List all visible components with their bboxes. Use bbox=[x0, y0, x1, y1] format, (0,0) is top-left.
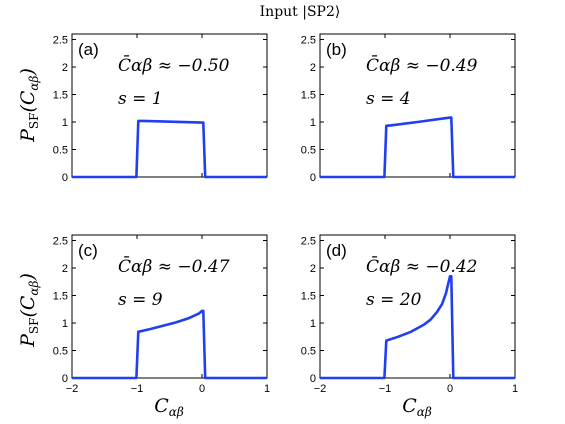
svg-text:Cαβ: Cαβ bbox=[154, 395, 184, 419]
chart-panel: 0 0.5 1 1.5 2 2.5 −2 −1 0 1 (c) C̄αβ ≈ −0.47 s = 9 bbox=[53, 234, 270, 395]
panel-label: (d) bbox=[326, 241, 347, 260]
y-tick-label: 2 bbox=[310, 62, 316, 74]
panel-label: (b) bbox=[326, 40, 347, 59]
annotation-s: s = 4 bbox=[366, 89, 411, 109]
x-axis-label-left: Cαβ bbox=[154, 395, 184, 419]
x-tick-label: −2 bbox=[66, 383, 79, 395]
y-tick-label: 1.5 bbox=[53, 291, 68, 303]
y-tick-label: 1 bbox=[310, 318, 316, 330]
y-label-argsub: αβ bbox=[27, 280, 41, 295]
annotation-mean-correlation: C̄αβ ≈ −0.49 bbox=[366, 54, 478, 76]
svg-text:Cαβ: Cαβ bbox=[402, 395, 432, 419]
chart-panel: 0 0.5 1 1.5 2 2.5 (b) C̄αβ ≈ −0.49 s = 4 bbox=[301, 33, 516, 184]
y-tick-label: 2 bbox=[62, 62, 68, 74]
y-tick-label: 2 bbox=[62, 263, 68, 275]
y-tick-label: 2.5 bbox=[301, 35, 316, 47]
annotation-s: s = 20 bbox=[366, 290, 422, 310]
y-tick-label: 1.5 bbox=[301, 90, 316, 102]
series-line bbox=[320, 274, 515, 380]
annotation-s: s = 1 bbox=[118, 89, 163, 109]
x-tick-label: 1 bbox=[512, 383, 518, 395]
series-line bbox=[72, 119, 267, 179]
svg-text:PSF(Cαβ): PSF(Cαβ) bbox=[17, 273, 41, 348]
chart-panel: 0 0.5 1 1.5 2 2.5 (a) C̄αβ ≈ −0.50 s = 1 bbox=[53, 33, 268, 184]
y-tick-label: 1 bbox=[62, 117, 68, 129]
svg-text:PSF(Cαβ): PSF(Cαβ) bbox=[17, 68, 41, 143]
y-label-main: P bbox=[17, 333, 39, 348]
chart-panel: 0 0.5 1 1.5 2 2.5 −2 −1 0 1 (d) C̄αβ ≈ −0.42 s = 20 bbox=[301, 234, 518, 395]
plot-area bbox=[71, 234, 268, 379]
plot-area bbox=[71, 33, 268, 178]
y-label-close: ) bbox=[17, 68, 39, 76]
y-tick-label: 0.5 bbox=[301, 145, 316, 157]
y-tick-label: 1 bbox=[310, 117, 316, 129]
x-label-main: C bbox=[402, 395, 417, 417]
annotation-mean-correlation: C̄αβ ≈ −0.50 bbox=[118, 54, 230, 76]
y-label-arg: (C bbox=[17, 295, 39, 317]
y-label-sub: SF bbox=[27, 113, 41, 130]
y-tick-label: 0.5 bbox=[301, 346, 316, 358]
panel-label: (c) bbox=[78, 241, 98, 260]
x-label-sub: αβ bbox=[169, 405, 184, 419]
x-tick-label: −2 bbox=[314, 383, 327, 395]
series-line bbox=[320, 116, 515, 179]
x-tick-label: −1 bbox=[131, 383, 144, 395]
x-tick-label: −1 bbox=[379, 383, 392, 395]
y-tick-label: 1.5 bbox=[301, 291, 316, 303]
y-tick-label: 0 bbox=[310, 172, 316, 184]
x-tick-label: 0 bbox=[199, 383, 205, 395]
annotation-s: s = 9 bbox=[118, 290, 163, 310]
x-axis-label-right: Cαβ bbox=[402, 395, 432, 419]
y-tick-label: 0.5 bbox=[53, 346, 68, 358]
y-tick-label: 0 bbox=[62, 172, 68, 184]
figure-title: Input |SP2⟩ bbox=[260, 4, 341, 20]
y-tick-label: 1.5 bbox=[53, 90, 68, 102]
y-label-close: ) bbox=[17, 273, 39, 281]
y-tick-label: 2.5 bbox=[53, 35, 68, 47]
y-axis-label-top: PSF(Cαβ) bbox=[17, 68, 41, 143]
y-label-argsub: αβ bbox=[27, 75, 41, 90]
y-tick-label: 0.5 bbox=[53, 145, 68, 157]
y-axis-label-bottom: PSF(Cαβ) bbox=[17, 273, 41, 348]
annotation-mean-correlation: C̄αβ ≈ −0.47 bbox=[118, 255, 230, 277]
series-line bbox=[72, 309, 267, 380]
y-tick-label: 0 bbox=[310, 373, 316, 385]
x-tick-label: 0 bbox=[447, 383, 453, 395]
x-tick-label: 1 bbox=[264, 383, 270, 395]
y-tick-label: 1 bbox=[62, 318, 68, 330]
y-label-arg: (C bbox=[17, 90, 39, 112]
x-label-main: C bbox=[154, 395, 169, 417]
y-tick-label: 2.5 bbox=[53, 236, 68, 248]
plot-area bbox=[319, 234, 516, 379]
y-tick-label: 2 bbox=[310, 263, 316, 275]
y-tick-label: 2.5 bbox=[301, 236, 316, 248]
x-label-sub: αβ bbox=[417, 405, 432, 419]
panel-label: (a) bbox=[78, 40, 99, 59]
y-label-main: P bbox=[17, 128, 39, 143]
plot-area bbox=[319, 33, 516, 178]
y-label-sub: SF bbox=[27, 318, 41, 335]
y-tick-label: 0 bbox=[62, 373, 68, 385]
annotation-mean-correlation: C̄αβ ≈ −0.42 bbox=[366, 255, 477, 277]
